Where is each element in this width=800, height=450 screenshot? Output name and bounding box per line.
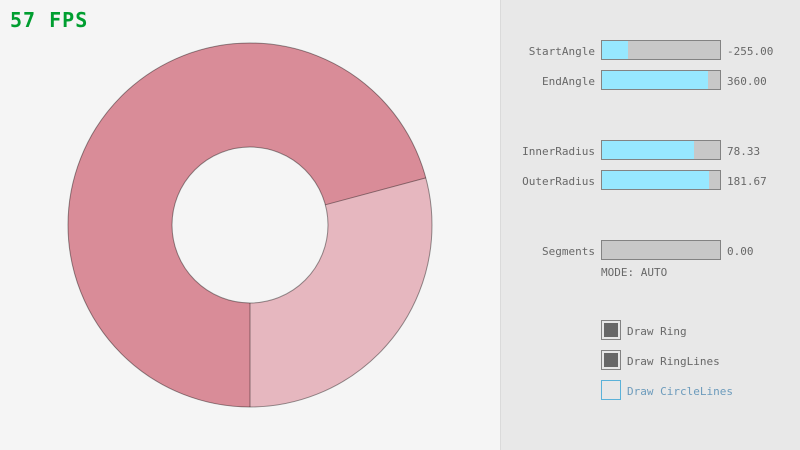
end-angle-slider-fill (602, 71, 709, 89)
draw-circlelines-label: Draw CircleLines (627, 385, 733, 398)
segments-label: Segments (542, 245, 595, 258)
ring-outer-outline (67, 42, 433, 408)
inner-radius-slider[interactable] (601, 140, 721, 160)
inner-radius-label: InnerRadius (522, 145, 595, 158)
end-angle-label: EndAngle (542, 75, 595, 88)
outer-radius-label: OuterRadius (522, 175, 595, 188)
checkbox-draw-ring[interactable]: Draw Ring (601, 320, 800, 340)
draw-ring-label: Draw Ring (627, 325, 687, 338)
ring-edge-line-right (325, 177, 426, 206)
outer-radius-value: 181.67 (727, 175, 767, 188)
control-panel: StartAngle -255.00 EndAngle 360.00 Inner… (500, 0, 800, 450)
draw-ringlines-checkbox-box[interactable] (601, 350, 621, 370)
inner-radius-value: 78.33 (727, 145, 761, 158)
ring-drawing (67, 42, 433, 408)
start-angle-value: -255.00 (727, 45, 774, 58)
checkbox-draw-circlelines[interactable]: Draw CircleLines (601, 380, 800, 400)
draw-ring-check-mark (604, 323, 618, 337)
segments-mode-label: MODE: AUTO (601, 266, 668, 279)
ring-inner-outline (171, 146, 329, 304)
draw-circlelines-checkbox-box[interactable] (601, 380, 621, 400)
outer-radius-slider[interactable] (601, 170, 721, 190)
segments-slider[interactable] (601, 240, 721, 260)
slider-row-inner-radius: InnerRadius 78.33 (501, 140, 800, 160)
draw-ringlines-check-mark (604, 353, 618, 367)
inner-radius-slider-fill (602, 141, 695, 159)
end-angle-slider[interactable] (601, 70, 721, 90)
ring-inner-hole (172, 147, 328, 303)
draw-ring-checkbox-box[interactable] (601, 320, 621, 340)
checkbox-draw-ringlines[interactable]: Draw RingLines (601, 350, 800, 370)
segments-value: 0.00 (727, 245, 754, 258)
draw-ringlines-label: Draw RingLines (627, 355, 720, 368)
end-angle-value: 360.00 (727, 75, 767, 88)
slider-row-end-angle: EndAngle 360.00 (501, 70, 800, 90)
start-angle-slider[interactable] (601, 40, 721, 60)
slider-row-start-angle: StartAngle -255.00 (501, 40, 800, 60)
start-angle-label: StartAngle (528, 45, 595, 58)
outer-radius-slider-fill (602, 171, 710, 189)
start-angle-slider-fill (602, 41, 628, 59)
slider-row-outer-radius: OuterRadius 181.67 (501, 170, 800, 190)
fps-counter: 57 FPS (10, 8, 89, 32)
slider-row-segments: Segments 0.00 (501, 240, 800, 260)
